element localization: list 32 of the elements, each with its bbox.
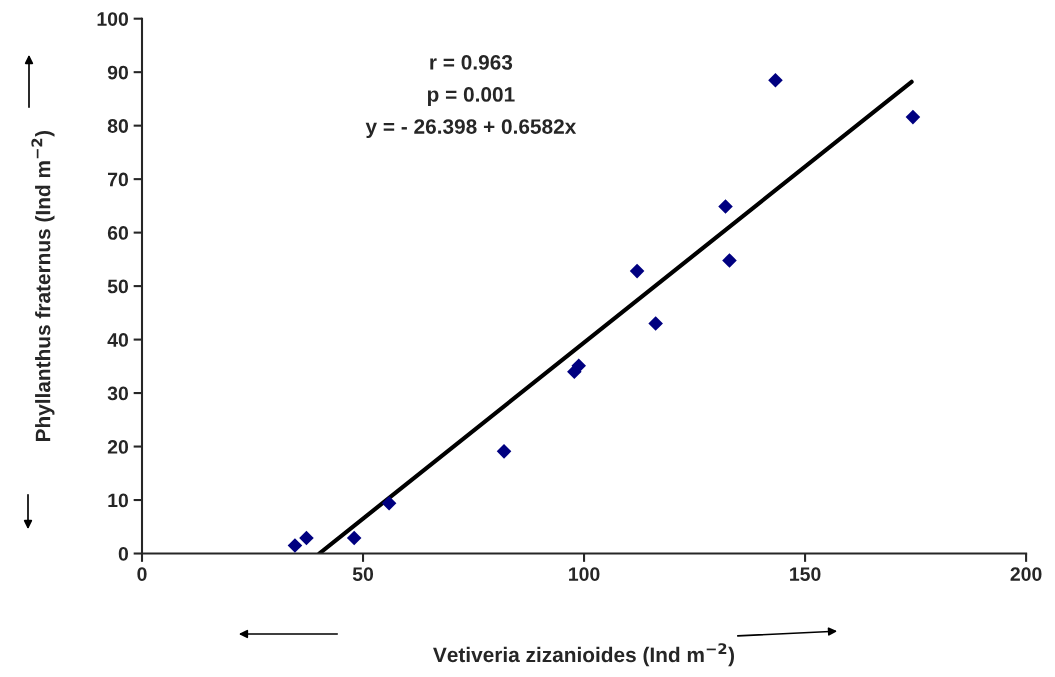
y-tick-label: 100 bbox=[97, 12, 129, 26]
annotation: r = 0.963 bbox=[430, 54, 513, 70]
x-tick-label: 0 bbox=[137, 567, 147, 581]
y-tick-label: 60 bbox=[107, 226, 129, 240]
x-tick-label: 200 bbox=[1010, 567, 1042, 581]
point bbox=[346, 530, 362, 546]
y-tick-label: 10 bbox=[108, 493, 129, 508]
y-tick-label: 90 bbox=[107, 65, 129, 80]
point bbox=[905, 109, 921, 125]
y-tick-label: 40 bbox=[107, 333, 129, 347]
x-tick-label: 150 bbox=[790, 567, 821, 581]
x-tick-label: 50 bbox=[352, 567, 374, 581]
y-tick-label: 0 bbox=[118, 546, 129, 561]
annotation: y = - 26.398 + 0.6582x bbox=[365, 119, 577, 139]
point bbox=[496, 444, 512, 459]
point bbox=[768, 72, 783, 88]
point bbox=[287, 538, 303, 553]
y-tick-label: 30 bbox=[107, 386, 129, 401]
point bbox=[722, 253, 737, 268]
y-tick-label: 80 bbox=[107, 119, 129, 133]
x-tick-label: 100 bbox=[569, 567, 600, 581]
point bbox=[718, 199, 733, 214]
y-tick-label: 20 bbox=[107, 440, 129, 454]
y-axis-title: Phyllanthus fraternus (Ind m$^{−2}$) bbox=[31, 130, 55, 442]
point bbox=[648, 316, 663, 331]
annotation: p = 0.001 bbox=[427, 87, 515, 106]
point bbox=[299, 530, 314, 546]
y-tick-label: 70 bbox=[108, 172, 129, 187]
x-axis-title: Vetiveria zizanioides (Ind m$^{−2}$) bbox=[433, 643, 734, 667]
point bbox=[629, 263, 645, 279]
y-tick-label: 50 bbox=[107, 279, 129, 294]
point bbox=[381, 495, 397, 511]
